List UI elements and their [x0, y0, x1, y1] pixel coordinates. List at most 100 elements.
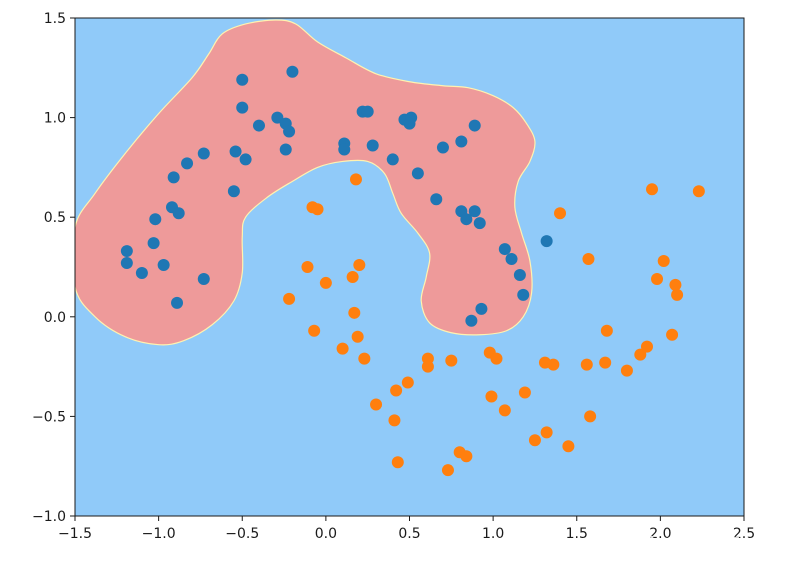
- point-class1: [421, 360, 434, 373]
- x-tick-label: −1.0: [142, 526, 176, 542]
- point-class0: [411, 167, 424, 180]
- point-class1: [584, 410, 597, 423]
- x-tick-label: −1.5: [58, 526, 92, 542]
- point-class0: [252, 119, 265, 132]
- point-class1: [540, 426, 553, 439]
- scatter-points: [120, 65, 705, 477]
- point-class1: [562, 440, 575, 453]
- point-class1: [346, 270, 359, 283]
- point-class0: [473, 217, 486, 230]
- point-class0: [338, 143, 351, 156]
- point-class0: [157, 259, 170, 272]
- point-class1: [669, 278, 682, 291]
- point-class1: [353, 259, 366, 272]
- point-class0: [149, 213, 162, 226]
- point-class1: [336, 342, 349, 355]
- point-class1: [646, 183, 659, 196]
- point-class1: [528, 434, 541, 447]
- x-axis: −1.5 −1.0 −0.5 0.0 0.5 1.0 1.5 2.0 2.5: [58, 516, 755, 542]
- point-class0: [505, 253, 518, 266]
- point-class0: [236, 73, 249, 86]
- point-class0: [197, 147, 210, 160]
- point-class1: [599, 356, 612, 369]
- point-class0: [498, 243, 511, 256]
- point-class0: [465, 314, 478, 327]
- point-class0: [120, 245, 133, 258]
- point-class0: [271, 111, 284, 124]
- point-class1: [311, 203, 324, 216]
- point-class1: [358, 352, 371, 365]
- point-class0: [167, 171, 180, 184]
- point-class1: [600, 324, 613, 337]
- point-class0: [540, 235, 553, 248]
- y-tick-label: −1.0: [32, 509, 66, 525]
- point-class0: [197, 272, 210, 285]
- point-class0: [366, 139, 379, 152]
- y-tick-label: −0.5: [32, 409, 66, 425]
- x-tick-label: 0.0: [315, 526, 337, 542]
- point-class1: [348, 306, 361, 319]
- point-class0: [279, 143, 292, 156]
- point-class0: [403, 117, 416, 130]
- point-class1: [308, 324, 321, 337]
- x-tick-label: 0.5: [398, 526, 420, 542]
- watermark: CSDN @敲代码的小酱: [617, 533, 770, 551]
- point-class1: [692, 185, 705, 198]
- point-class0: [436, 141, 449, 154]
- point-class1: [460, 450, 473, 463]
- y-tick-label: 1.0: [44, 111, 66, 127]
- point-class0: [430, 193, 443, 206]
- point-class1: [666, 328, 679, 341]
- point-class0: [513, 268, 526, 281]
- point-class0: [227, 185, 240, 198]
- point-class0: [236, 101, 249, 114]
- point-class0: [239, 153, 252, 166]
- point-class1: [485, 390, 498, 403]
- x-tick-label: 1.5: [566, 526, 588, 542]
- point-class0: [468, 205, 481, 218]
- point-class1: [370, 398, 383, 411]
- point-class0: [172, 207, 185, 220]
- point-class0: [361, 105, 374, 118]
- point-class1: [554, 207, 567, 220]
- point-class1: [657, 255, 670, 268]
- point-class0: [468, 119, 481, 132]
- point-class1: [582, 253, 595, 266]
- point-class1: [634, 348, 647, 361]
- point-class1: [390, 384, 403, 397]
- point-class1: [388, 414, 401, 427]
- point-class1: [401, 376, 414, 389]
- point-class1: [349, 173, 362, 186]
- point-class1: [445, 354, 458, 367]
- point-class1: [351, 330, 364, 343]
- point-class1: [518, 386, 531, 399]
- point-class1: [547, 358, 560, 371]
- point-class1: [319, 276, 332, 289]
- x-tick-label: 1.0: [482, 526, 504, 542]
- point-class0: [455, 135, 468, 148]
- point-class0: [181, 157, 194, 170]
- point-class1: [391, 456, 404, 469]
- point-class1: [301, 261, 314, 273]
- x-tick-label: 2.5: [733, 526, 755, 542]
- x-tick-label: 2.0: [649, 526, 671, 542]
- y-tick-label: 0.5: [44, 210, 66, 226]
- decision-region-class0: [75, 19, 536, 346]
- point-class1: [651, 272, 664, 285]
- point-class1: [283, 292, 296, 305]
- point-class0: [517, 288, 530, 301]
- point-class0: [147, 237, 160, 250]
- point-class0: [229, 145, 242, 158]
- point-class1: [498, 404, 511, 417]
- y-axis: −1.0 −0.5 0.0 0.5 1.0 1.5: [32, 11, 75, 525]
- point-class1: [490, 352, 503, 365]
- point-class0: [286, 65, 299, 78]
- point-class0: [283, 125, 296, 138]
- point-class1: [580, 358, 593, 371]
- point-class0: [386, 153, 399, 166]
- point-class0: [460, 213, 473, 226]
- y-tick-label: 1.5: [44, 11, 66, 27]
- x-tick-label: −0.5: [225, 526, 259, 542]
- point-class1: [620, 364, 633, 377]
